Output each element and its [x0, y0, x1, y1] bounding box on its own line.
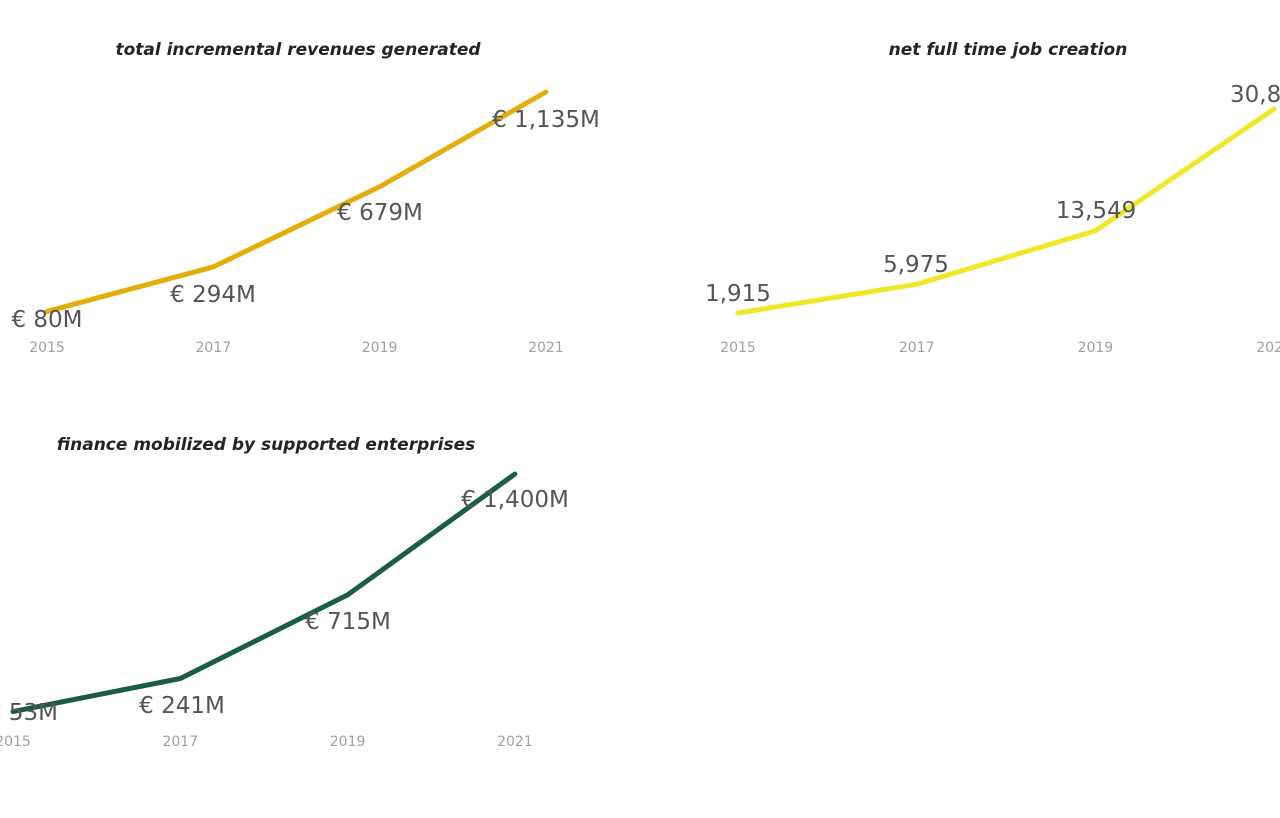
data-label: € 1,400M [461, 487, 569, 513]
data-label: € 679M [337, 200, 423, 226]
x-tick-label: 2019 [1078, 340, 1114, 356]
x-tick-label: 2015 [29, 340, 65, 356]
series-line [10, 471, 518, 715]
data-label: € 53M [0, 700, 58, 726]
x-tick-label: 2017 [162, 734, 198, 750]
x-tick-label: 2015 [0, 734, 31, 750]
data-label: € 241M [139, 693, 225, 719]
x-tick-label: 2015 [720, 340, 756, 356]
data-label: 1,915 [705, 281, 771, 307]
series-line [44, 89, 549, 314]
series-line [735, 106, 1277, 316]
chart-title: total incremental revenues generated [115, 40, 481, 60]
x-tick-label: 2021 [1256, 340, 1280, 356]
data-label: € 715M [305, 609, 391, 635]
x-tick-label: 2019 [330, 734, 366, 750]
x-tick-label: 2019 [362, 340, 398, 356]
chart-title: net full time job creation [889, 40, 1128, 60]
data-label: € 294M [170, 282, 256, 308]
x-tick-label: 2021 [497, 734, 533, 750]
data-label: 5,975 [883, 252, 949, 278]
data-label: € 80M [11, 307, 82, 333]
data-label: € 1,135M [492, 107, 600, 133]
data-label: 13,549 [1056, 198, 1136, 224]
chart-title: finance mobilized by supported enterpris… [57, 435, 476, 455]
x-tick-label: 2021 [528, 340, 564, 356]
x-tick-label: 2017 [899, 340, 935, 356]
data-label: 30,8 [1230, 82, 1280, 108]
x-tick-label: 2017 [195, 340, 231, 356]
